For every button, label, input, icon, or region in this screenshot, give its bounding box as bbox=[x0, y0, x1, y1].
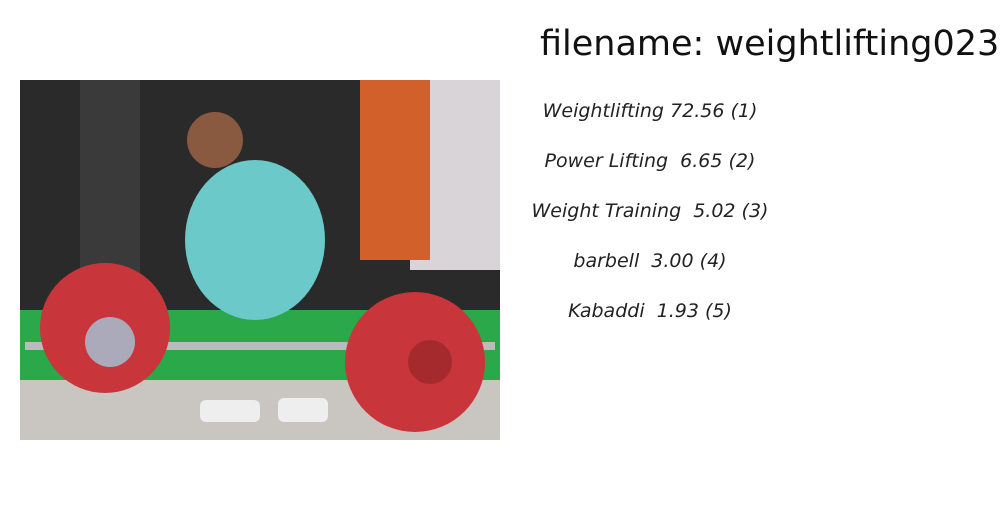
prediction: barbell 3.00 (4) bbox=[573, 250, 727, 272]
prediction: Power Lifting 6.65 (2) bbox=[544, 150, 756, 172]
filename-title: filename: weightlifting0230.j bbox=[540, 24, 1000, 64]
prediction-list: Weightlifting 72.56 (1) Power Lifting 6.6… bbox=[500, 100, 800, 350]
prediction: Weightlifting 72.56 (1) bbox=[542, 100, 758, 122]
photo bbox=[20, 80, 500, 440]
prediction: Weight Training 5.02 (3) bbox=[531, 200, 769, 222]
prediction: Kabaddi 1.93 (5) bbox=[568, 300, 732, 322]
